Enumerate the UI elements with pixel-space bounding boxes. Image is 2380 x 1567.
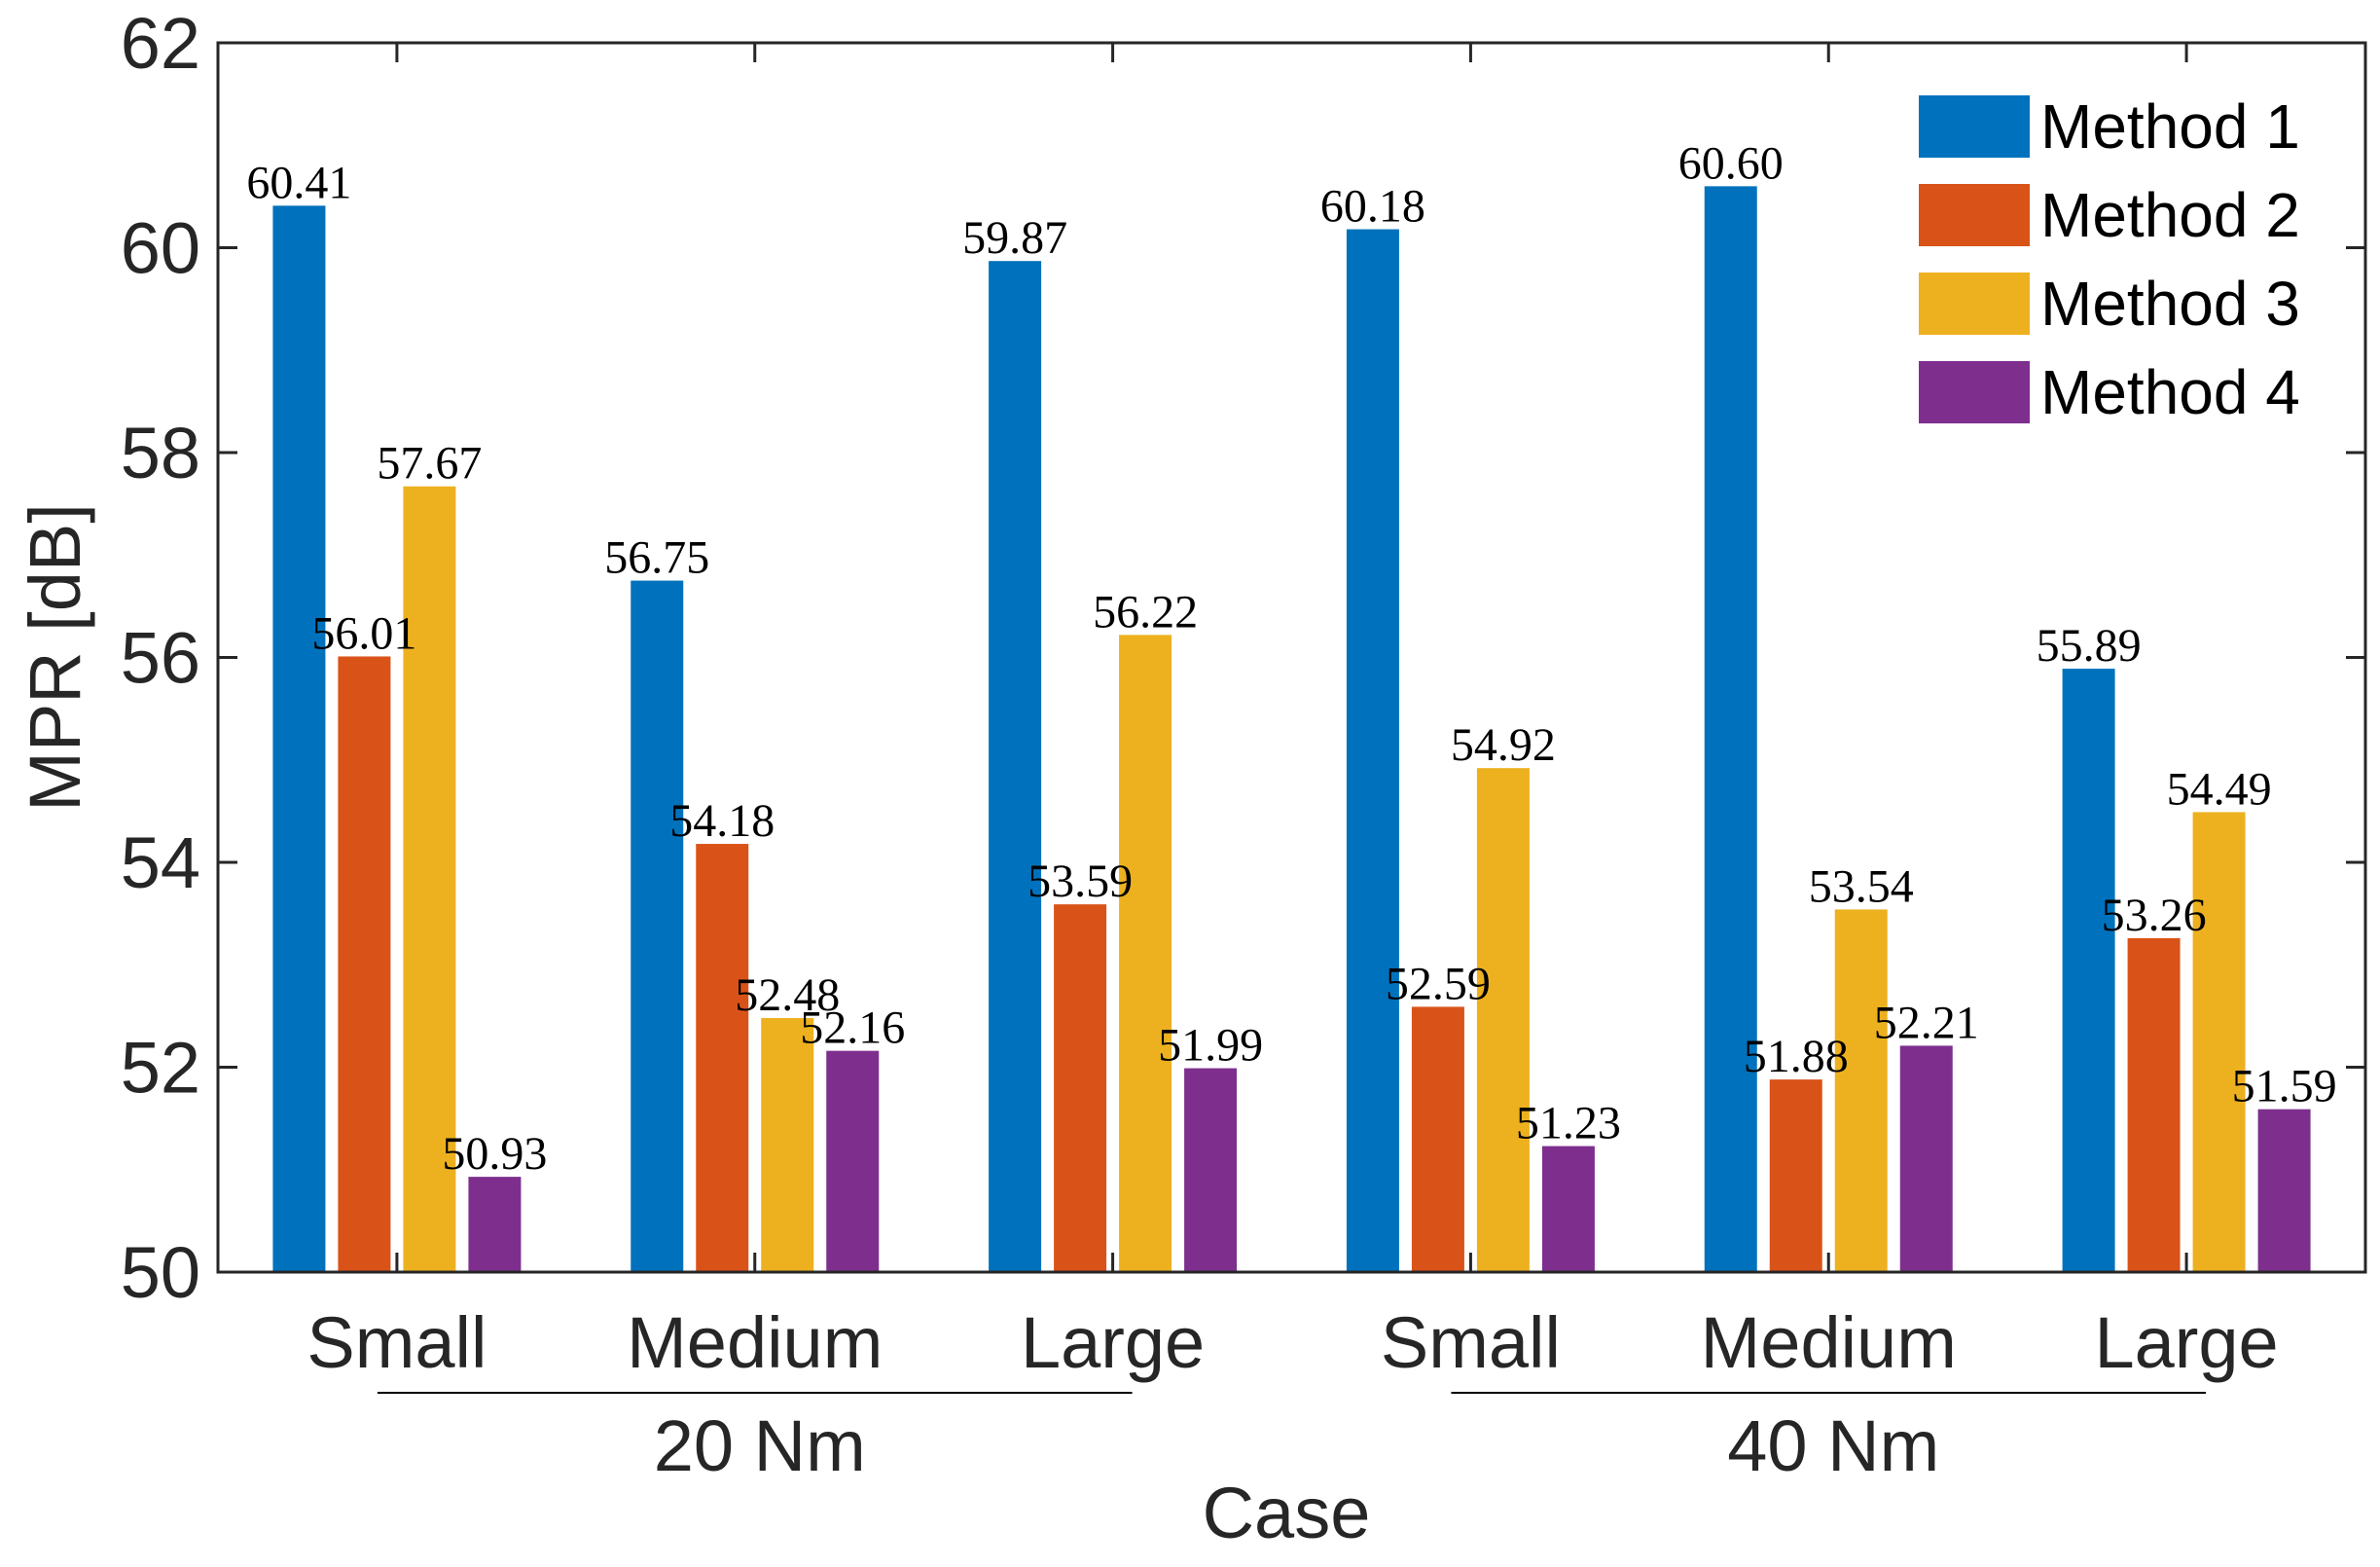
data-label: 50.93	[442, 1128, 547, 1180]
data-label: 56.22	[1093, 586, 1198, 638]
data-label: 51.59	[2232, 1061, 2337, 1112]
data-label: 56.75	[604, 532, 709, 584]
bars-layer	[272, 186, 2311, 1273]
data-label: 52.16	[800, 1002, 905, 1054]
data-label: 55.89	[2037, 620, 2142, 672]
bar-method-3-1	[761, 1017, 814, 1272]
legend-label: Method 2	[2040, 180, 2300, 250]
bar-method-3-3	[1476, 768, 1530, 1272]
bar-method-4-4	[1899, 1045, 1953, 1272]
legend: Method 1 Method 2 Method 3 Method 4	[1919, 91, 2300, 427]
data-label: 60.18	[1320, 181, 1425, 233]
data-label: 54.18	[669, 795, 775, 847]
data-label: 52.21	[1874, 997, 1979, 1048]
data-label: 59.87	[962, 212, 1067, 264]
data-label: 51.99	[1158, 1020, 1263, 1072]
group-label: 40 Nm	[1727, 1405, 1939, 1486]
bar-method-3-2	[1119, 635, 1172, 1272]
data-label: 53.26	[2102, 890, 2207, 941]
data-label: 60.41	[246, 157, 351, 208]
data-label: 57.67	[377, 438, 482, 490]
bar-method-1-5	[2062, 669, 2115, 1272]
bar-method-1-3	[1346, 229, 1399, 1273]
data-label: 54.49	[2167, 763, 2272, 815]
bar-method-4-3	[1541, 1146, 1595, 1272]
bar-method-2-5	[2127, 937, 2181, 1272]
bar-method-1-2	[989, 261, 1042, 1272]
bar-method-2-2	[1054, 904, 1107, 1272]
legend-swatch	[1919, 273, 2030, 335]
value-labels-layer: 60.41 56.75 59.87 60.18 60.60 55.89 56.01 54.18…	[246, 137, 2336, 1180]
y-tick-label: 58	[121, 413, 200, 493]
x-axis-title: Case	[1203, 1473, 1371, 1553]
x-tick-label: Large	[1021, 1302, 1205, 1383]
data-label: 54.92	[1451, 719, 1556, 771]
legend-label: Method 4	[2040, 357, 2300, 427]
bar-method-2-1	[696, 844, 749, 1272]
y-axis-title: MPR [dB]	[15, 503, 95, 812]
y-tick-label: 52	[121, 1028, 200, 1109]
data-label: 51.23	[1516, 1098, 1621, 1149]
bar-method-4-0	[468, 1177, 522, 1272]
x-tick-label: Medium	[627, 1302, 883, 1383]
bar-method-4-1	[826, 1050, 880, 1272]
bar-method-2-3	[1411, 1006, 1464, 1272]
data-label: 56.01	[311, 607, 416, 659]
x-tick-label: Small	[1381, 1302, 1561, 1383]
x-tick-label: Medium	[1701, 1302, 1957, 1383]
y-tick-label: 62	[121, 3, 200, 84]
data-label: 60.60	[1678, 137, 1784, 189]
bar-method-1-4	[1704, 186, 1757, 1273]
bar-method-3-5	[2192, 812, 2246, 1272]
data-label: 53.59	[1028, 856, 1133, 907]
bar-method-1-1	[631, 580, 684, 1272]
bar-method-2-4	[1769, 1079, 1822, 1272]
bar-method-3-4	[1834, 909, 1888, 1272]
bar-method-3-0	[403, 486, 456, 1272]
x-tick-label: Small	[307, 1302, 487, 1383]
legend-label: Method 1	[2040, 91, 2300, 162]
x-tick-label: Large	[2094, 1302, 2278, 1383]
legend-swatch	[1919, 95, 2030, 158]
data-label: 52.48	[735, 969, 840, 1021]
legend-label: Method 3	[2040, 269, 2300, 339]
bar-method-2-0	[338, 656, 391, 1272]
group-label: 20 Nm	[654, 1405, 866, 1486]
legend-swatch	[1919, 361, 2030, 423]
axes-layer: 50 52 54 56 58 60 62 Small Medium Large Small Mediu…	[15, 3, 2367, 1553]
bar-method-4-5	[2257, 1109, 2311, 1272]
legend-swatch	[1919, 184, 2030, 246]
data-label: 51.88	[1744, 1031, 1849, 1082]
y-tick-label: 54	[121, 822, 200, 903]
data-label: 53.54	[1809, 860, 1914, 912]
y-tick-label: 56	[121, 618, 200, 699]
y-tick-label: 60	[121, 208, 200, 289]
data-label: 52.59	[1386, 958, 1491, 1009]
y-tick-label: 50	[121, 1232, 200, 1313]
bar-method-4-2	[1184, 1068, 1238, 1272]
bar-method-1-0	[272, 205, 326, 1272]
